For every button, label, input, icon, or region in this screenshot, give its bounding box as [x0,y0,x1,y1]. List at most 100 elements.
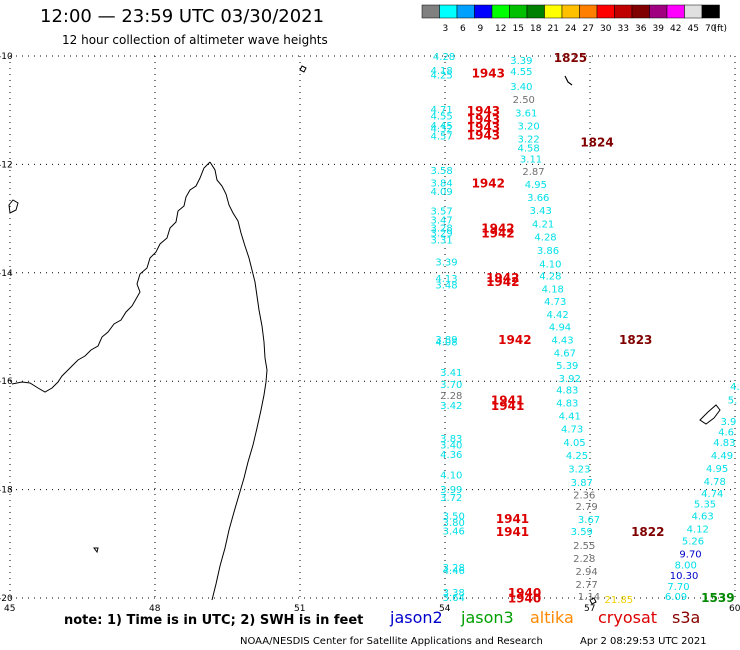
wave-height-value: 4.32 [431,124,453,135]
wave-height-value: 2.28 [440,391,462,402]
wave-height-value: 3.47 [431,216,453,227]
wave-height-observations: 4.28 4.18 4.25 4.714.554.454.324.57 3.583.84… [431,52,740,606]
lon-tick-label: 45 [4,604,15,614]
wave-height-value: 3.64 [443,593,465,604]
wave-height-value: 4.83 [556,385,578,396]
wave-height-value: 3.59 [571,527,593,538]
pass-time-value: 1943 [467,120,500,134]
legend-tick-label: 24 [565,24,577,34]
wave-height-value: 3.28 [443,563,465,574]
wave-height-value: 3.57 [431,206,453,217]
wave-height-value: 4.55 [431,112,453,123]
wave-height-value: 3.43 [530,206,552,217]
wave-height-value: 3.92 [559,374,581,385]
small-islet-north [299,65,307,73]
legend-tick-label: 9 [478,24,484,34]
legend-tick-label: 70 [705,24,717,34]
legend-tick-label: 39 [653,24,665,34]
small-islet-west [93,547,99,554]
legend-tick-label: 42 [670,24,681,34]
wave-height-value: 2.50 [513,95,535,106]
wave-height-value: 3.31 [431,236,453,247]
wave-height-value: 4.83 [556,398,578,409]
pass-time-value: 1942 [481,221,514,235]
wave-height-value: 4.18 [542,285,564,296]
wave-height-value: 2.77 [576,580,598,591]
lat-tick-label: -16 [0,377,13,387]
wave-height-value: 3.22 [518,134,540,145]
legend-tick-label: 6 [460,24,466,34]
lat-tick-label: -20 [0,594,13,604]
wave-height-value: 3.61 [515,108,537,119]
wave-height-value: 3.50 [443,512,465,523]
wave-height-value: 3.80 [443,518,465,529]
wave-height-value: 4.58 [518,144,540,155]
legend-jason2: jason2 [390,608,443,627]
pass-time-value: 1822 [631,525,664,539]
wave-height-value: 4.46 [443,566,465,577]
lon-tick-label: 48 [149,604,161,614]
axis-labels: 45 48 51 54 57 60 -10 -12 -14 -16 -18 -20 [0,52,740,614]
wave-height-value: 4.43 [551,335,573,346]
pass-time-labels: 1943194319431943194319421942194219421942… [467,51,735,605]
wave-height-value: 4.73 [561,424,583,435]
wave-height-value: 4.10 [539,260,561,271]
wave-height-value: 3.89 [435,335,457,346]
wave-height-value: 4.21 [532,219,554,230]
wave-height-value: 4.45 [431,121,453,132]
wave-height-value: 21.85 [605,595,634,606]
wave-height-value: 4.95 [706,464,728,475]
wave-height-value: 2.36 [573,490,595,501]
legend-cryosat: cryosat [598,608,658,627]
mauritius-island [589,597,597,605]
credit-line: NOAA/NESDIS Center for Satellite Applica… [240,636,543,647]
wave-height-value: 3.66 [527,193,549,204]
wave-height-value: 4.6 [718,428,734,439]
wave-height-value: 3.87 [571,478,593,489]
pass-time-value: 1942 [486,275,519,289]
lat-tick-label: -18 [0,486,13,496]
wave-height-value: 5.26 [682,537,704,548]
wave-height-value: 2.55 [573,541,595,552]
wave-height-value: 2.28 [573,554,595,565]
wave-height-value: 3.58 [431,166,453,177]
pass-time-value: 1940 [508,591,541,605]
wave-height-value: 4.71 [431,105,453,116]
pass-time-value: 1824 [580,136,613,150]
pass-time-value: 1940 [508,586,541,600]
wave-height-value: 4.25 [566,451,588,462]
wave-height-value: 4.63 [692,512,714,523]
wave-height-value: 3.9 [721,417,737,428]
wave-height-value: 4.57 [431,132,453,143]
legend-tick-label: 12 [495,24,506,34]
pass-time-value: 1942 [486,271,519,285]
legend-tick-label: 3 [443,24,449,34]
wave-height-value: 2.79 [576,502,598,513]
map-title: 12:00 — 23:59 UTC 03/30/2021 [40,6,325,27]
wave-height-value: 3.72 [440,493,462,504]
wave-height-value: 3.28 [431,223,453,234]
pass-time-value: 1823 [619,333,652,347]
wave-height-value: 4.28 [433,52,455,63]
lat-tick-label: -14 [0,269,13,279]
wave-height-value: 4.18 [431,66,453,77]
wave-height-value: 4.10 [440,470,462,481]
pass-time-value: 1942 [472,176,505,190]
wave-height-value: 3.84 [431,178,453,189]
wave-height-value: 3.40 [440,441,462,452]
pass-time-value: 1539 [701,591,734,605]
wave-height-value: 4.95 [525,180,547,191]
wave-height-value: 1.14 [578,592,600,603]
legend-jason3: jason3 [461,608,514,627]
wave-height-value: 3.83 [440,434,462,445]
lat-tick-label: -12 [0,160,13,170]
wave-height-value: 3.67 [578,515,600,526]
legend-altika: altika [530,608,574,627]
wave-height-value: 4.78 [704,477,726,488]
wave-height-value: 4.12 [687,525,709,536]
legend-unit: (ft) [714,24,728,34]
lon-tick-label: 57 [584,604,595,614]
pass-time-value: 1941 [491,394,524,408]
wave-height-value: 4.94 [549,322,571,333]
